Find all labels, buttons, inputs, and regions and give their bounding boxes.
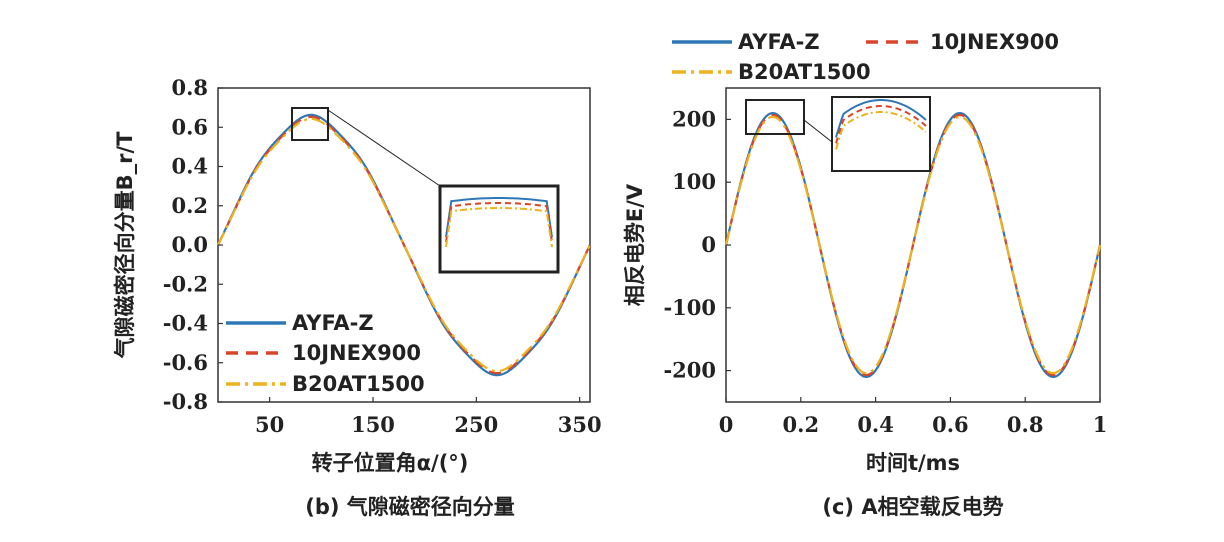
series-line-b20at1500	[217, 117, 591, 373]
y-tick-label: 0.8	[171, 75, 208, 100]
chart-c-xlabel: 时间t/ms	[866, 451, 960, 475]
chart-b-legend: AYFA-Z 10JNEX900 B20AT1500	[226, 311, 425, 396]
y-tick-label: -200	[663, 358, 716, 383]
chart-b-xlabel: 转子位置角α/(°)	[312, 451, 469, 475]
legend-label-b20at1500: B20AT1500	[738, 60, 871, 84]
chart-c-caption: (c) A相空载反电势	[822, 495, 1003, 519]
chart-b-ticks: 50 150 250 350 0.8 0.6 0.4 0.2 0.0 -0.2 -0.4 -0.6 -0…	[163, 75, 602, 437]
legend-label-b20at1500: B20AT1500	[292, 372, 425, 396]
chart-b-zoom-marker	[291, 107, 329, 141]
legend-label-ayfa-z: AYFA-Z	[292, 311, 374, 335]
y-tick-label: -100	[663, 295, 716, 320]
inset-line-ayfa-z	[835, 99, 927, 138]
y-tick-label: 200	[672, 106, 716, 131]
y-tick-label: -0.6	[163, 350, 208, 375]
y-tick-label: 0.2	[171, 193, 208, 218]
legend-label-ayfa-z: AYFA-Z	[738, 30, 820, 54]
y-tick-label: -0.8	[163, 389, 208, 414]
chart-b-caption: (b) 气隙磁密径向分量	[305, 495, 515, 519]
chart-c-zoom-inset	[831, 96, 931, 172]
chart-c: 0 0.2 0.4 0.6 0.8 1 200 100 0 -100 -200 时间t/ms 相反电…	[623, 30, 1107, 519]
chart-b-series-group	[216, 113, 592, 377]
inset-line-b20at1500	[445, 207, 553, 248]
chart-c-legend: AYFA-Z 10JNEX900 B20AT1500	[672, 30, 1059, 84]
x-tick-label: 350	[558, 412, 602, 437]
x-tick-label: 0.4	[857, 412, 894, 437]
series-line-10jnex900	[217, 115, 591, 375]
y-tick-label: -0.4	[163, 311, 208, 336]
inset-line-10jnex900	[835, 105, 927, 144]
chart-c-ticks: 0 0.2 0.4 0.6 0.8 1 200 100 0 -100 -200	[663, 106, 1107, 437]
chart-b-inset-curves	[445, 197, 553, 248]
y-tick-label: -0.2	[163, 271, 208, 296]
legend-label-10jnex900: 10JNEX900	[292, 341, 421, 365]
x-tick-label: 0	[719, 412, 734, 437]
x-tick-label: 150	[351, 412, 395, 437]
y-tick-label: 100	[672, 169, 716, 194]
x-tick-label: 0.8	[1007, 412, 1044, 437]
chart-c-ylabel: 相反电势E/V	[623, 183, 647, 306]
chart-c-zoom-connector	[803, 119, 833, 143]
inset-line-b20at1500	[835, 111, 927, 150]
chart-c-zoom-marker	[745, 99, 805, 135]
inset-line-ayfa-z	[445, 197, 553, 238]
x-tick-label: 250	[454, 412, 498, 437]
chart-b-ylabel: 气隙磁密径向分量B_r/T	[113, 131, 137, 360]
y-tick-label: 0.4	[171, 154, 208, 179]
chart-c-inset-curves	[835, 99, 927, 150]
y-tick-label: 0.6	[171, 114, 208, 139]
x-tick-label: 1	[1093, 412, 1108, 437]
chart-b-zoom-connector	[327, 109, 441, 187]
inset-line-10jnex900	[445, 202, 553, 243]
x-tick-label: 50	[255, 412, 284, 437]
y-tick-label: 0	[701, 232, 716, 257]
x-tick-label: 0.6	[932, 412, 969, 437]
y-tick-label: 0.0	[171, 232, 208, 257]
x-tick-label: 0.2	[783, 412, 820, 437]
chart-b: 50 150 250 350 0.8 0.6 0.4 0.2 0.0 -0.2 -0.4 -0.6 -0…	[113, 75, 602, 519]
legend-label-10jnex900: 10JNEX900	[930, 30, 1059, 54]
